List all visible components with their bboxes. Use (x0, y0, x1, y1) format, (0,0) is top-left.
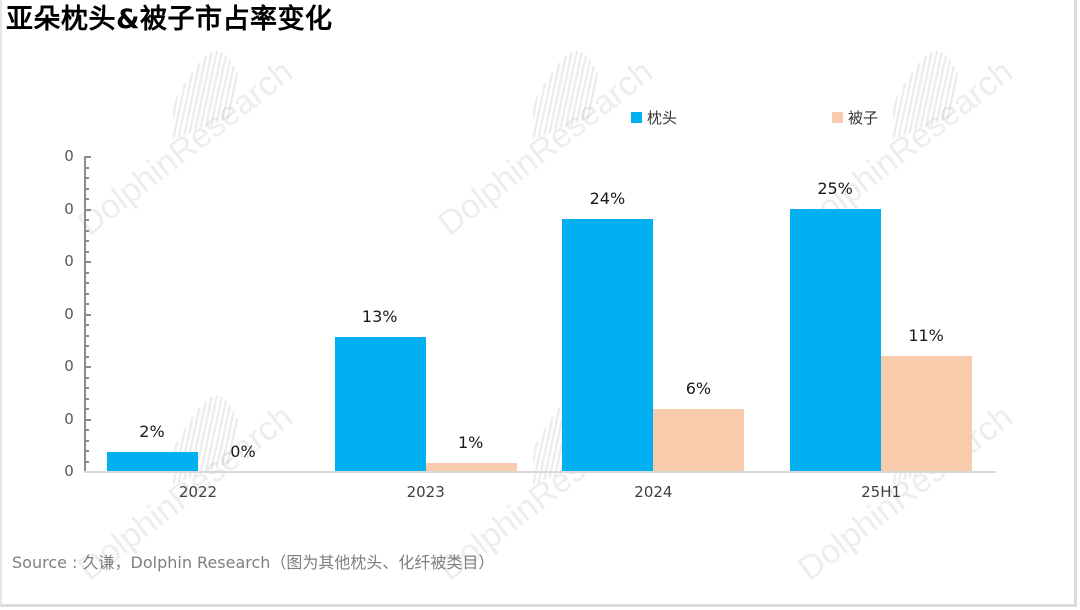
y-tick-label: 0 (64, 409, 74, 428)
bar-pillow-2022 (107, 452, 198, 472)
y-minor-tick (84, 439, 89, 442)
y-tick-label: 0 (64, 252, 74, 270)
y-major-tick (84, 208, 91, 211)
bar-quilt-2023 (425, 463, 517, 472)
y-minor-tick (84, 166, 89, 169)
y-major-tick (84, 156, 91, 158)
legend-swatch-quilt (832, 112, 843, 123)
y-minor-tick (84, 198, 89, 200)
x-tick-label: 25H1 (861, 483, 902, 501)
x-axis-line (84, 471, 996, 473)
data-label: 2% (139, 422, 165, 441)
y-minor-tick (84, 282, 89, 284)
y-tick-label: 0 (64, 304, 74, 323)
data-label: 25% (817, 179, 853, 198)
y-tick-label: 0 (64, 357, 74, 375)
y-minor-tick (84, 219, 89, 221)
data-label: 0% (230, 442, 256, 461)
data-label: 6% (685, 379, 712, 398)
y-minor-tick (84, 355, 89, 358)
bar-pillow-2023 (334, 337, 426, 472)
y-minor-tick (84, 408, 89, 410)
legend-item-pillow: 枕头 (631, 107, 677, 128)
y-major-tick (84, 313, 91, 316)
data-label: 11% (908, 326, 944, 345)
bar-pillow-25H1 (790, 209, 882, 472)
data-label: 13% (361, 307, 398, 326)
data-label: 24% (589, 189, 626, 208)
y-tick-label: 0 (64, 462, 74, 480)
y-major-tick (84, 418, 91, 421)
bar-quilt-25H1 (881, 356, 973, 472)
y-minor-tick (84, 250, 89, 253)
y-major-tick (84, 366, 91, 368)
y-minor-tick (84, 271, 89, 274)
source-note: Source : 久谦，Dolphin Research（图为其他枕头、化纤被类… (12, 553, 495, 572)
y-major-tick (84, 261, 91, 263)
y-minor-tick (84, 345, 89, 347)
y-minor-tick (84, 450, 89, 452)
y-minor-tick (84, 292, 89, 295)
data-label: 1% (457, 433, 484, 452)
x-tick-label: 2024 (634, 483, 673, 501)
y-minor-tick (84, 376, 89, 379)
y-tick-label: 0 (64, 199, 74, 218)
legend-swatch-pillow (631, 112, 642, 123)
y-minor-tick (84, 429, 89, 431)
y-minor-tick (84, 460, 89, 463)
y-minor-tick (84, 240, 89, 242)
y-minor-tick (84, 303, 89, 305)
x-tick-label: 2022 (178, 483, 218, 501)
y-minor-tick (84, 324, 89, 326)
y-minor-tick (84, 334, 89, 337)
y-minor-tick (84, 187, 89, 190)
y-minor-tick (84, 229, 89, 232)
y-minor-tick (84, 397, 89, 400)
x-tick-label: 2023 (406, 483, 445, 501)
y-tick-label: 0 (64, 147, 74, 165)
y-minor-tick (84, 387, 89, 389)
legend-label-pillow: 枕头 (647, 109, 678, 127)
bar-quilt-2024 (653, 409, 745, 472)
chart-title: 亚朵枕头&被子市占率变化 (6, 4, 333, 35)
legend-item-quilt: 被子 (832, 107, 878, 128)
legend-label-quilt: 被子 (848, 109, 879, 127)
bar-pillow-2024 (562, 219, 654, 472)
y-minor-tick (84, 177, 89, 179)
